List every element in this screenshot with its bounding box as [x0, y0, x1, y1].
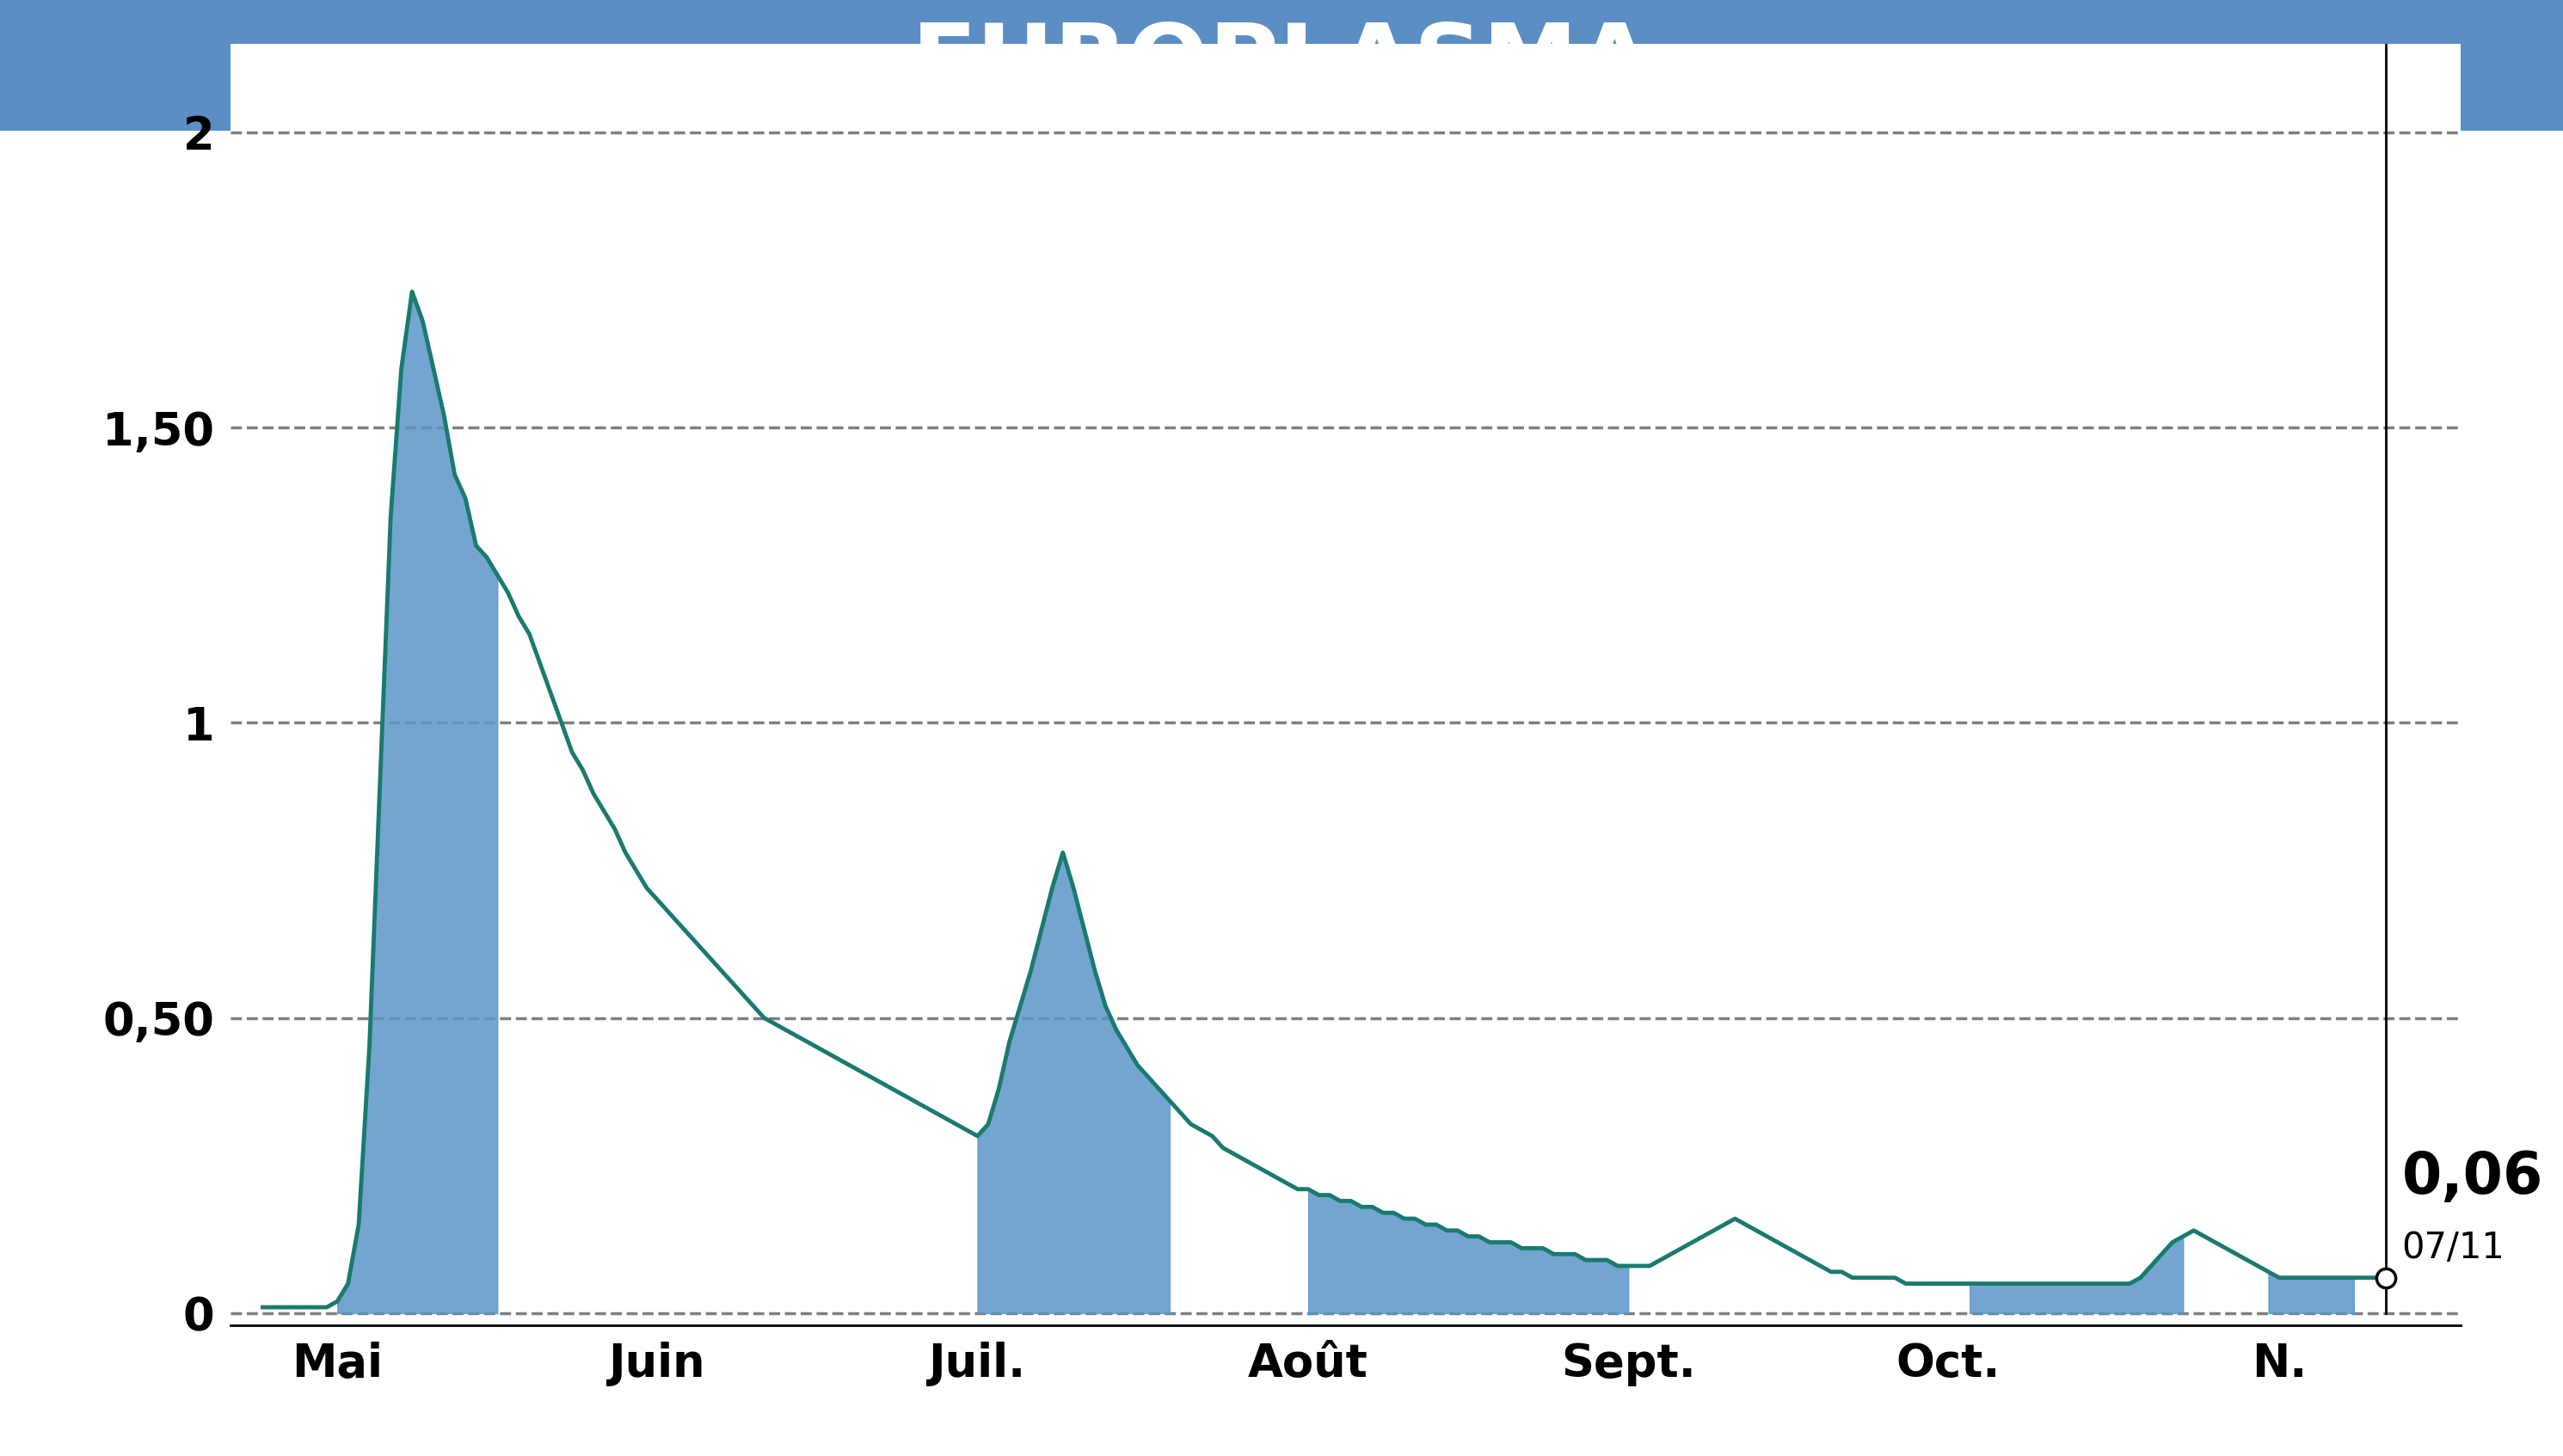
- Text: EUROPLASMA: EUROPLASMA: [910, 19, 1653, 112]
- Text: 07/11: 07/11: [2402, 1230, 2504, 1267]
- Text: 0,06: 0,06: [2402, 1149, 2542, 1206]
